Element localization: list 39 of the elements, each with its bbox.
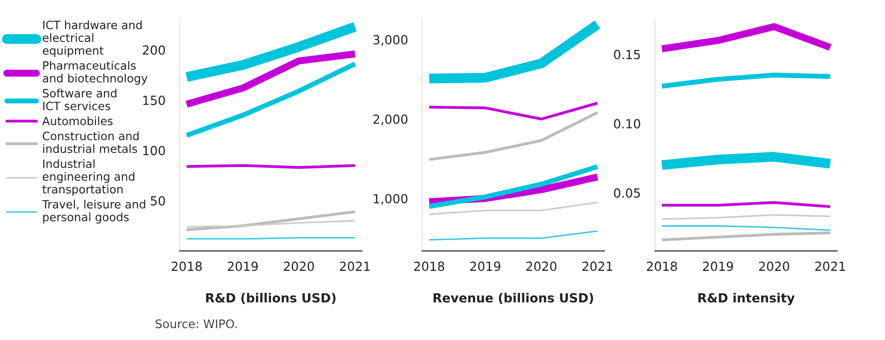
legend-label: ICT hardware and electrical equipment (42, 20, 142, 57)
legend-label: Automobiles (42, 116, 113, 126)
y-tick-label: 200 (142, 45, 165, 55)
legend-label: Industrial engineering and transportation (42, 159, 134, 196)
legend-label: Travel, leisure and personal goods (42, 200, 146, 224)
y-tick-label: 50 (150, 196, 165, 206)
y-tick-label: 150 (143, 96, 165, 106)
y-tick-label: 100 (143, 146, 165, 156)
legend-label: Construction and industrial metals (42, 131, 139, 154)
x-tick-label: 2020 (526, 262, 556, 272)
x-tick-label: 2021 (815, 262, 845, 272)
legend-label: Pharmaceuticals and biotechnology (42, 60, 148, 85)
source-note: Source: WIPO. (156, 319, 237, 328)
x-axis-title: R&D intensity (698, 292, 795, 306)
x-axis-title: R&D (billions USD) (206, 292, 336, 304)
x-tick-label: 2021 (582, 262, 612, 272)
x-tick-label: 2019 (703, 262, 734, 272)
y-tick-label: 2,000 (373, 114, 408, 126)
x-tick-label: 2021 (340, 262, 370, 272)
y-tick-label: 0.05 (614, 188, 640, 198)
x-axis-title: Revenue (billions USD) (434, 292, 594, 304)
x-tick-label: 2018 (414, 262, 444, 272)
y-tick-label: 3,000 (373, 35, 408, 46)
x-tick-label: 2018 (646, 262, 677, 272)
x-tick-label: 2018 (172, 262, 202, 272)
x-tick-label: 2019 (228, 262, 258, 272)
line-series (428, 111, 599, 161)
legend-label: Software and ICT services (42, 88, 116, 110)
line-series (184, 62, 358, 138)
line-series (660, 232, 832, 242)
y-tick-label: 0.10 (614, 119, 640, 128)
y-tick-label: 0.15 (614, 50, 640, 60)
x-tick-label: 2020 (284, 262, 314, 272)
x-tick-label: 2019 (470, 262, 500, 272)
line-series (426, 164, 600, 209)
y-tick-label: 1,000 (374, 194, 408, 205)
line-series (186, 220, 356, 228)
x-tick-label: 2020 (759, 262, 790, 272)
line-series (428, 102, 599, 120)
